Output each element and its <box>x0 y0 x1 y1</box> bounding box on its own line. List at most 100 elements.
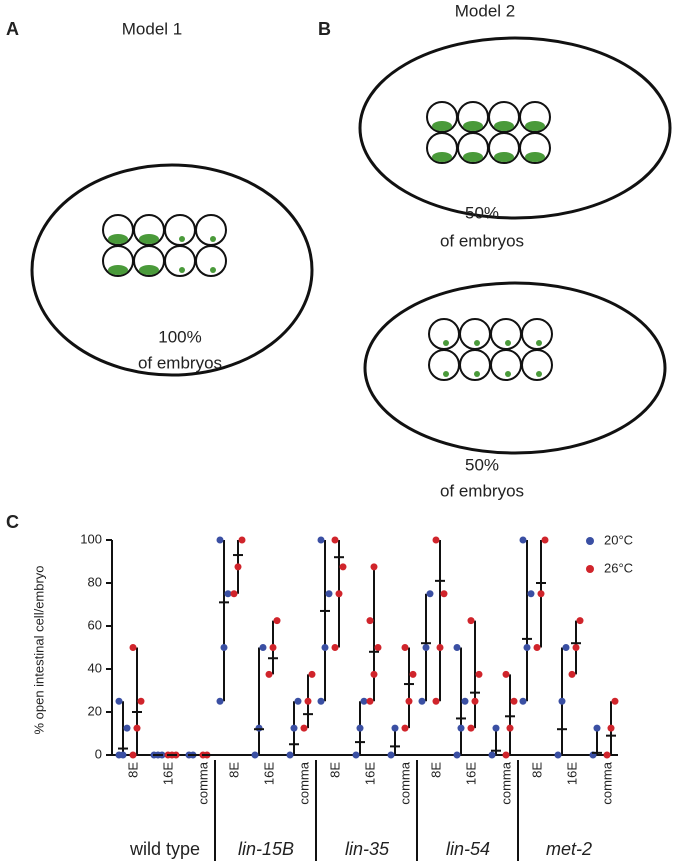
data-point <box>510 697 518 705</box>
data-point <box>593 724 601 732</box>
nucleus <box>494 121 514 131</box>
data-point <box>339 563 347 571</box>
nucleus <box>494 152 514 162</box>
data-point <box>123 724 131 732</box>
data-point <box>475 670 483 678</box>
y-tick-label: 40 <box>88 660 102 675</box>
data-point <box>488 751 496 759</box>
data-point <box>317 536 325 544</box>
caption: of embryos <box>440 481 524 500</box>
data-point <box>234 563 242 571</box>
data-point <box>568 670 576 678</box>
data-point <box>366 697 374 705</box>
data-point <box>457 724 465 732</box>
data-point <box>523 644 531 651</box>
data-point <box>537 590 545 598</box>
data-point <box>308 670 316 678</box>
data-point <box>558 697 566 705</box>
group-label: lin-35 <box>345 839 390 859</box>
data-point <box>401 644 409 651</box>
cell <box>195 245 227 277</box>
nucleus <box>139 265 159 275</box>
data-point <box>290 724 298 732</box>
nucleus <box>505 340 511 346</box>
data-point <box>572 644 580 651</box>
data-point <box>391 724 399 732</box>
data-point <box>453 751 461 759</box>
legend-label: 20°C <box>604 532 633 547</box>
embryo-outline <box>358 36 672 220</box>
data-point <box>216 697 224 705</box>
data-point <box>137 697 145 705</box>
nucleus <box>474 340 480 346</box>
panel-label: C <box>6 512 19 532</box>
nucleus <box>179 267 185 273</box>
nucleus <box>443 340 449 346</box>
x-tick-label: 16E <box>261 762 276 785</box>
data-point <box>387 751 395 759</box>
legend-marker <box>586 565 594 573</box>
nucleus <box>432 152 452 162</box>
nucleus <box>139 234 159 244</box>
nucleus <box>474 371 480 377</box>
caption: of embryos <box>138 353 222 372</box>
y-tick-label: 60 <box>88 617 102 632</box>
embryo-outline <box>363 281 667 455</box>
data-point <box>230 590 238 598</box>
nucleus <box>463 121 483 131</box>
data-point <box>238 536 246 544</box>
data-point <box>533 644 541 651</box>
x-tick-label: 16E <box>463 762 478 785</box>
data-point <box>506 724 514 732</box>
data-point <box>370 563 378 571</box>
nucleus <box>525 152 545 162</box>
data-point <box>519 697 527 705</box>
data-point <box>554 751 562 759</box>
x-tick-label: 8E <box>226 762 241 778</box>
data-point <box>129 644 137 651</box>
data-point <box>576 617 584 625</box>
x-tick-label: 8E <box>428 762 443 778</box>
x-tick-label: comma <box>599 761 614 804</box>
x-tick-label: comma <box>195 761 210 804</box>
x-tick-label: comma <box>397 761 412 804</box>
nucleus <box>432 121 452 131</box>
model-title: Model 2 <box>455 1 515 20</box>
nucleus <box>525 121 545 131</box>
cell <box>521 349 553 381</box>
data-point <box>360 697 368 705</box>
data-point <box>294 697 302 705</box>
data-point <box>541 536 549 544</box>
legend-marker <box>586 537 594 545</box>
nucleus <box>210 267 216 273</box>
data-point <box>401 724 409 732</box>
data-point <box>422 644 430 651</box>
percent: 50% <box>465 203 499 222</box>
y-tick-label: 0 <box>95 746 102 761</box>
data-point <box>224 590 232 598</box>
data-point <box>502 670 510 678</box>
x-tick-label: 8E <box>327 762 342 778</box>
nucleus <box>443 371 449 377</box>
y-tick-label: 100 <box>80 531 102 546</box>
nucleus <box>536 340 542 346</box>
data-point <box>352 751 360 759</box>
data-point <box>492 724 500 732</box>
group-label: wild type <box>129 839 200 859</box>
data-point <box>603 751 611 759</box>
x-tick-label: comma <box>296 761 311 804</box>
data-point <box>611 697 619 705</box>
group-label: met-2 <box>546 839 592 859</box>
nucleus <box>505 371 511 377</box>
panel-label: B <box>318 19 331 39</box>
data-point <box>265 670 273 678</box>
data-point <box>607 724 615 732</box>
data-point <box>502 751 510 759</box>
x-tick-label: 16E <box>160 762 175 785</box>
y-axis-label: % open intestinal cell/embryo <box>31 565 46 734</box>
legend-label: 26°C <box>604 560 633 575</box>
data-point <box>325 590 333 598</box>
nucleus <box>108 265 128 275</box>
data-point <box>251 751 259 759</box>
data-point <box>409 670 417 678</box>
